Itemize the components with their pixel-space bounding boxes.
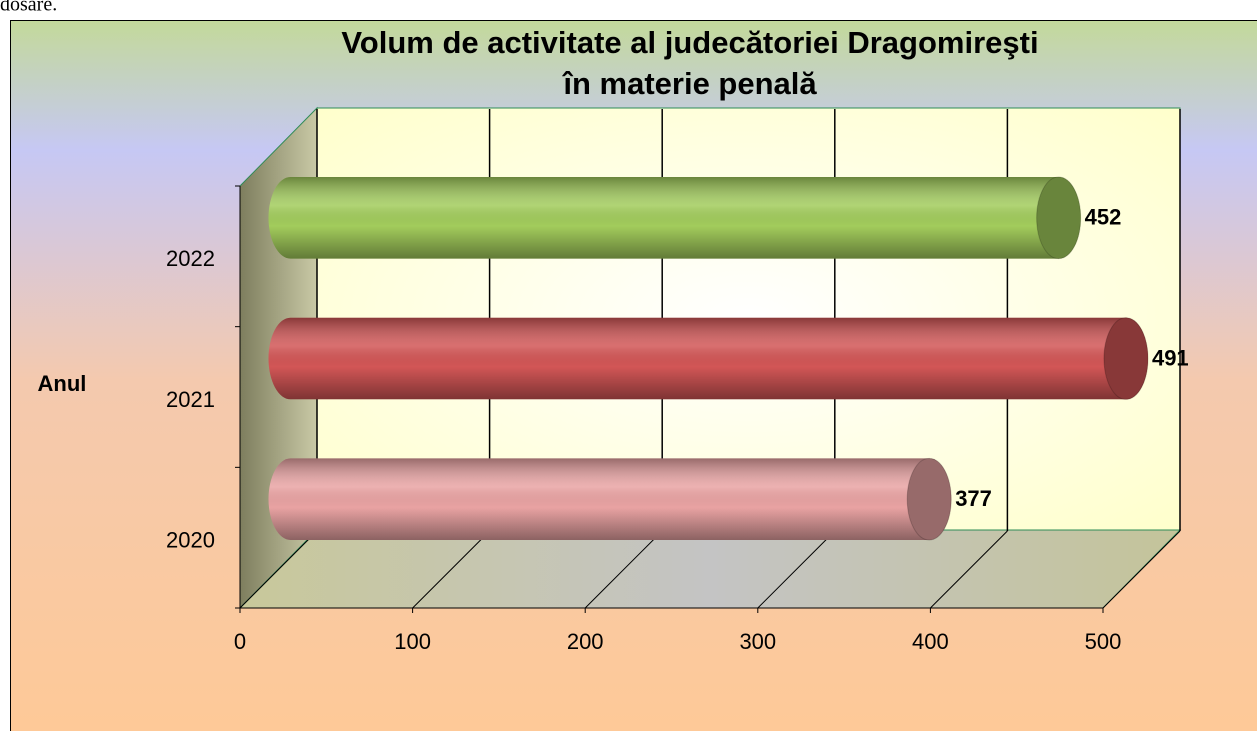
- bar-cap-shade: [907, 458, 951, 540]
- chart-title: în materie penală: [561, 66, 817, 101]
- bar-cap-shade: [1037, 177, 1081, 259]
- floor: [240, 530, 1180, 608]
- bar: [268, 458, 951, 540]
- bar: [269, 318, 1148, 400]
- y-tick-label: 2020: [166, 527, 215, 552]
- bar: [269, 177, 1081, 259]
- bar-shade: [268, 458, 951, 540]
- x-tick-label: 100: [394, 629, 431, 654]
- bar-shade: [269, 318, 1148, 400]
- chart-title: Volum de activitate al judecătoriei Drag…: [341, 25, 1038, 60]
- header-text: dosare.: [0, 0, 57, 16]
- value-label: 377: [955, 486, 992, 511]
- y-axis-label: Anul: [38, 371, 87, 396]
- x-tick-label: 300: [739, 629, 776, 654]
- x-tick-label: 200: [567, 629, 604, 654]
- value-label: 491: [1152, 345, 1189, 370]
- x-tick-label: 500: [1085, 629, 1122, 654]
- value-label: 452: [1085, 205, 1122, 230]
- y-tick-label: 2021: [166, 387, 215, 412]
- x-tick-label: 400: [912, 629, 949, 654]
- y-tick-label: 2022: [166, 246, 215, 271]
- bar-shade: [269, 177, 1081, 259]
- x-tick-label: 0: [234, 629, 246, 654]
- bar-cap-shade: [1104, 318, 1148, 400]
